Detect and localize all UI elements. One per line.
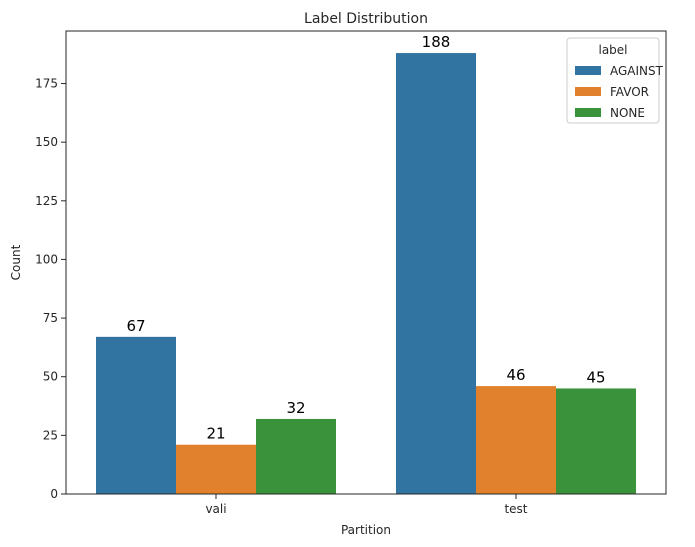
- legend-items: AGAINST FAVOR NONE: [575, 64, 664, 120]
- legend-title: label: [598, 43, 627, 57]
- data-label: 32: [286, 399, 305, 417]
- y-tick-label: 175: [35, 77, 58, 91]
- data-labels: 67 21 32 188 46 45: [126, 33, 605, 443]
- legend-label-against: AGAINST: [610, 64, 664, 78]
- data-label: 188: [422, 33, 451, 51]
- legend-box: [566, 37, 660, 124]
- y-tick-label: 0: [50, 487, 58, 501]
- bar-vali-against: [96, 336, 176, 494]
- y-tick-label: 50: [43, 370, 58, 384]
- legend-label-none: NONE: [610, 106, 645, 120]
- y-tick-label: 125: [35, 194, 58, 208]
- bar-test-against: [396, 53, 476, 495]
- legend-label-favor: FAVOR: [610, 85, 649, 99]
- y-tick-label: 100: [35, 252, 58, 266]
- x-tick-label-vali: vali: [205, 502, 226, 516]
- data-label: 67: [126, 317, 145, 335]
- y-tick-label: 25: [43, 428, 58, 442]
- y-tick-label: 150: [35, 135, 58, 149]
- y-axis-ticks: 0 25 50 75 100 125 150 175: [35, 77, 66, 501]
- chart-title: Label Distribution: [304, 11, 428, 27]
- plot-frame: [65, 30, 667, 495]
- bar-vali-favor: [176, 444, 256, 494]
- bar-vali-none: [256, 418, 336, 494]
- y-axis-label: Count: [9, 244, 23, 280]
- legend-swatch-against: [575, 66, 601, 75]
- legend-swatch-none: [575, 108, 601, 117]
- y-tick-label: 75: [43, 311, 58, 325]
- data-label: 45: [586, 368, 605, 386]
- bar-test-none: [556, 388, 636, 494]
- bar-test-favor: [476, 386, 556, 494]
- legend: label AGAINST FAVOR NONE: [566, 37, 664, 124]
- x-axis-ticks: vali test: [205, 494, 528, 516]
- x-tick-label-test: test: [504, 502, 527, 516]
- data-label: 46: [506, 366, 525, 384]
- x-axis-label: Partition: [341, 523, 391, 537]
- data-label: 21: [206, 425, 225, 443]
- legend-swatch-favor: [575, 87, 601, 96]
- bars: [96, 53, 636, 495]
